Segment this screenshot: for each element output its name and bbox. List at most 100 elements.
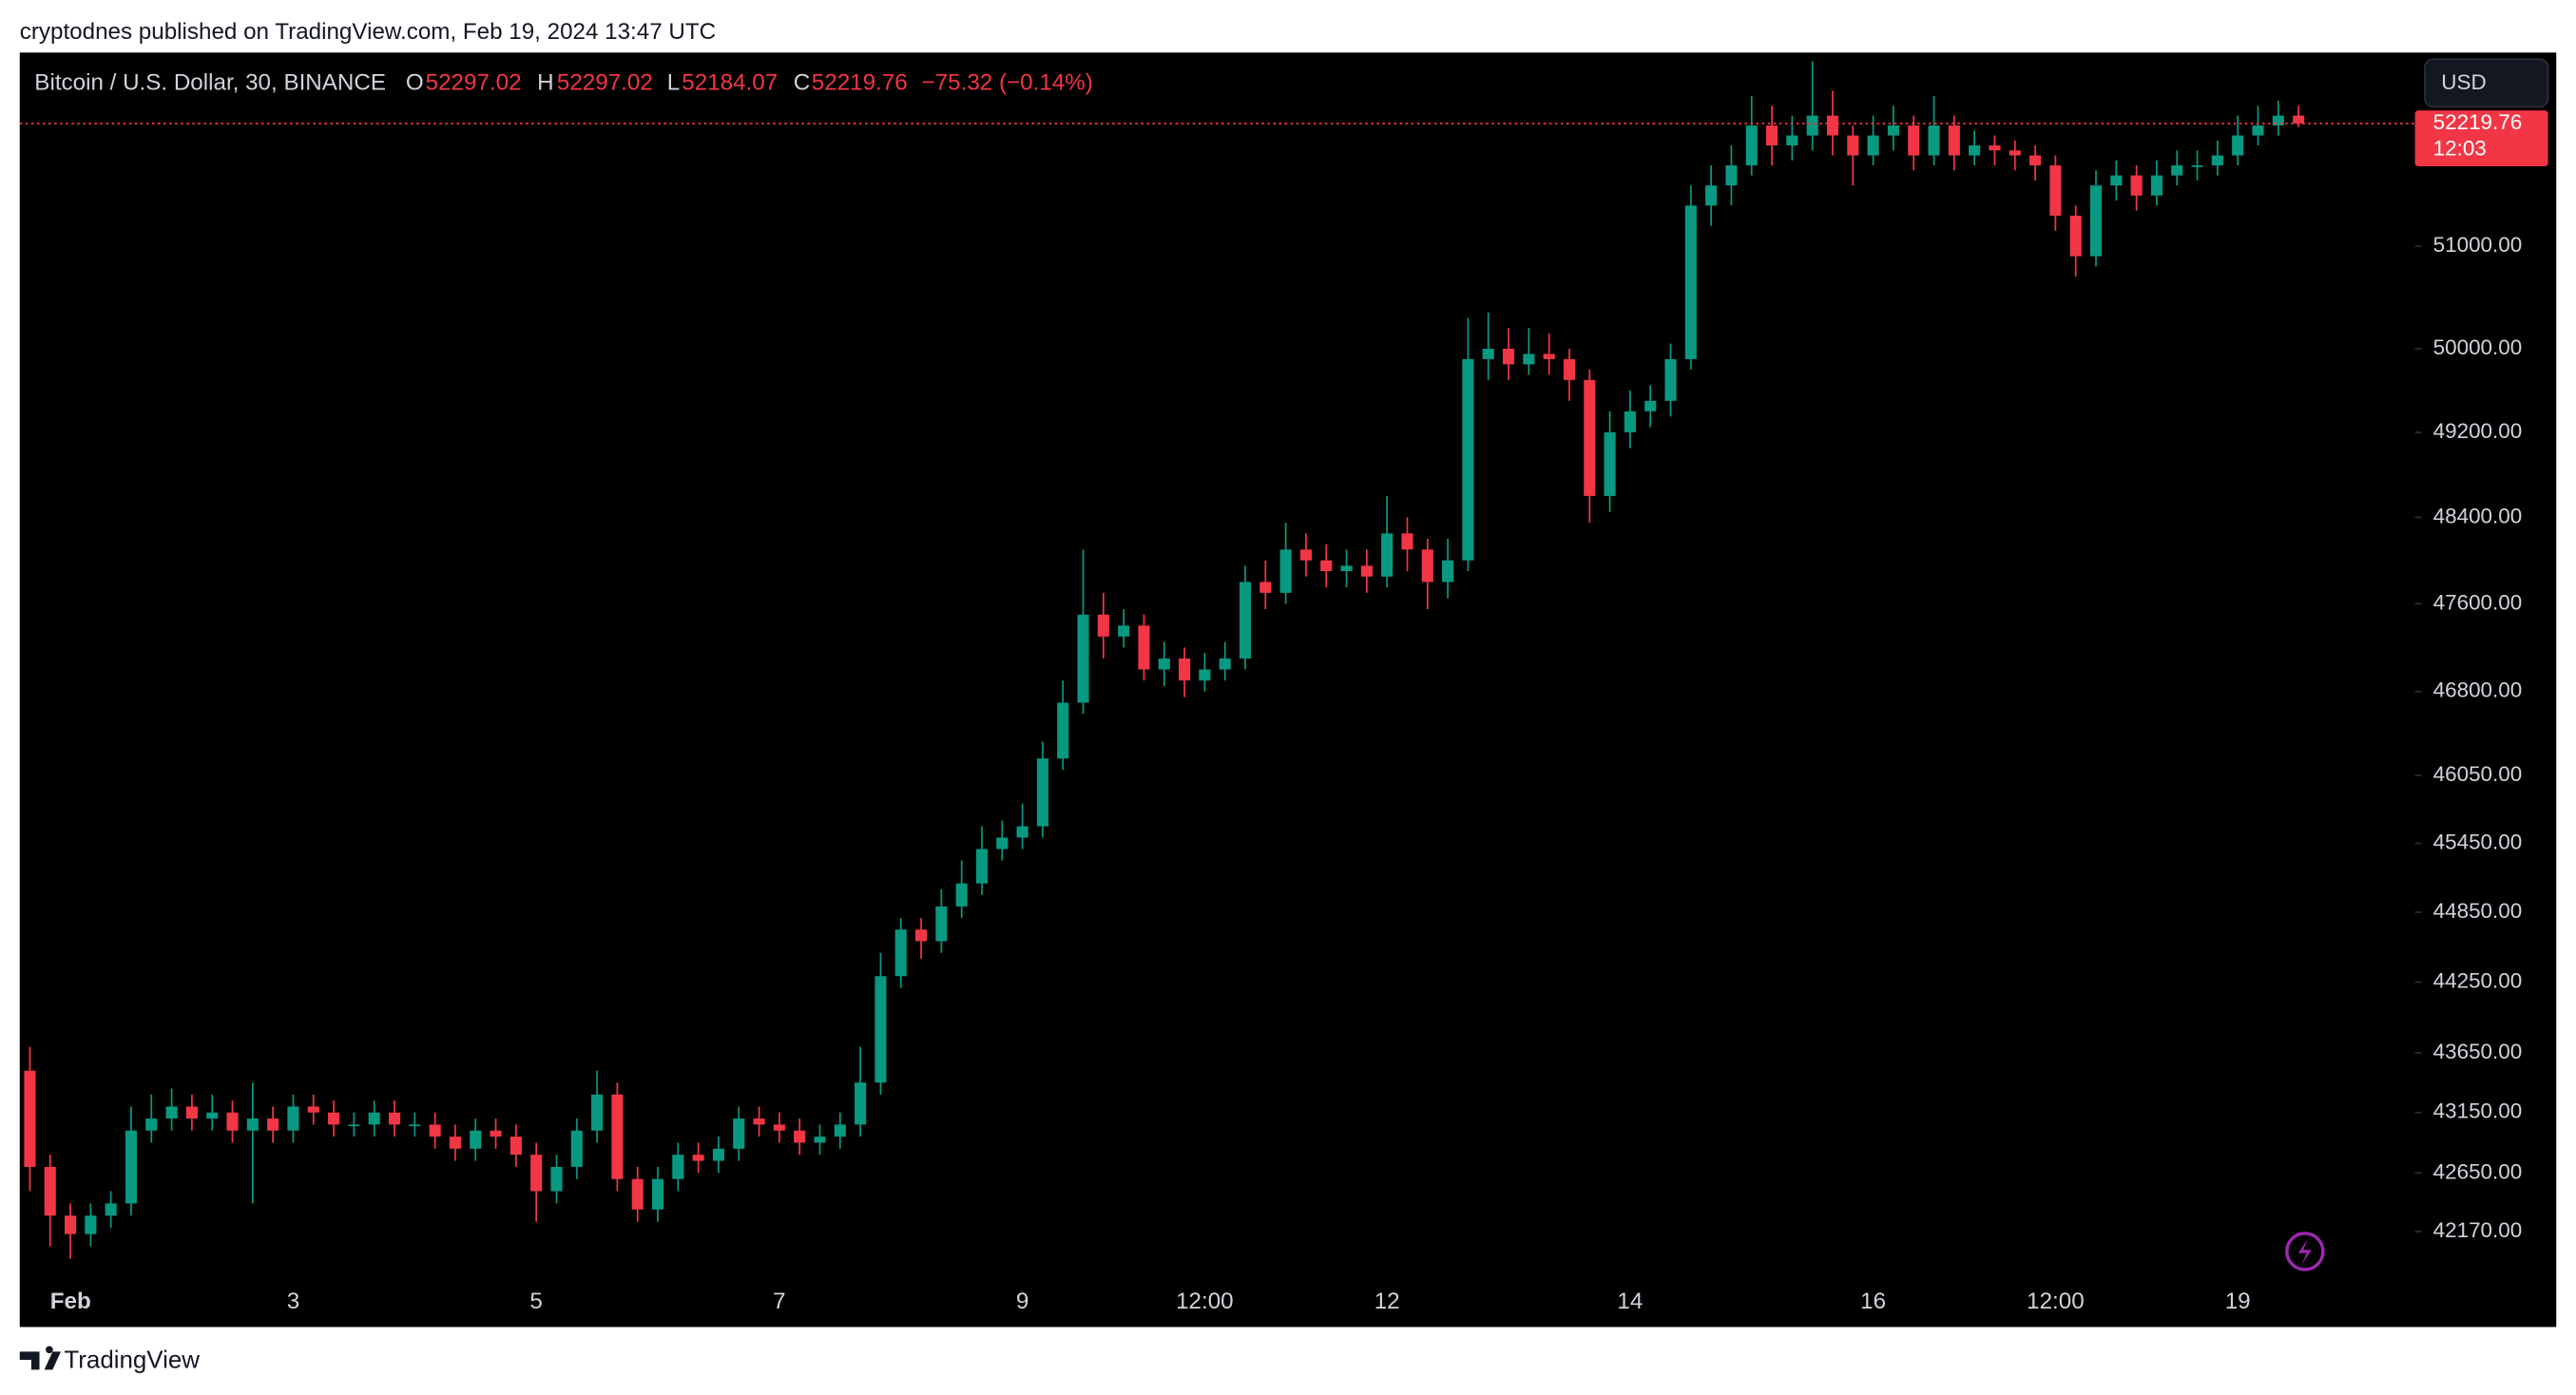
candle-body: [712, 1148, 725, 1161]
low-label: L: [667, 70, 680, 96]
candle-body: [1502, 348, 1515, 365]
candle-body: [975, 849, 989, 884]
candle-body: [388, 1112, 401, 1125]
candle-body: [996, 837, 1009, 850]
candle-body: [530, 1155, 543, 1192]
candle-body: [1401, 533, 1413, 550]
plot-area: [24, 61, 2305, 1259]
candle-body: [570, 1130, 583, 1167]
change-value: −75.32 (−0.14%): [922, 70, 1093, 96]
candle-body: [24, 1070, 36, 1167]
candle-body: [1705, 185, 1718, 206]
currency-label[interactable]: USD: [2441, 70, 2486, 94]
candle-body: [2232, 135, 2244, 156]
candle-body: [1118, 625, 1130, 637]
candle-body: [733, 1118, 745, 1149]
high-label: H: [537, 70, 553, 96]
candle-body: [2009, 150, 2021, 156]
candle-body: [1867, 135, 1879, 156]
candle-body: [1381, 533, 1394, 577]
candle-body: [1584, 379, 1596, 496]
candle-body: [935, 906, 948, 942]
candle-body: [1179, 658, 1191, 681]
candle-body: [1239, 582, 1252, 659]
candle-body: [672, 1155, 684, 1179]
candle-body: [834, 1124, 846, 1137]
candle-body: [2272, 115, 2284, 126]
candle-body: [2089, 185, 2103, 257]
x-tick-label: 9: [1016, 1289, 1028, 1314]
candle-body: [307, 1106, 319, 1113]
y-tick-label: 42650.00: [2433, 1159, 2523, 1183]
symbol-title: Bitcoin / U.S. Dollar, 30, BINANCE: [34, 70, 386, 96]
candle-body: [2130, 175, 2143, 196]
candle-body: [2252, 125, 2264, 136]
candle-body: [753, 1118, 765, 1125]
footer-brand: TradingView: [64, 1347, 200, 1374]
candle-body: [1462, 358, 1474, 561]
candle-body: [915, 929, 928, 942]
candle-body: [591, 1094, 604, 1131]
candle-body: [429, 1124, 441, 1137]
candle-body: [348, 1124, 360, 1127]
candle-body: [1340, 565, 1353, 572]
candle-body: [2110, 175, 2123, 186]
alert-icon[interactable]: [2285, 1232, 2325, 1271]
candle-body: [1199, 669, 1211, 681]
candle-body: [267, 1118, 279, 1131]
candle-body: [2293, 115, 2305, 124]
candle-body: [814, 1137, 826, 1143]
y-tick-label: 45450.00: [2433, 830, 2523, 853]
candle-body: [773, 1124, 785, 1131]
y-tick-label: 42170.00: [2433, 1218, 2523, 1242]
candle-body: [85, 1215, 97, 1234]
last-price-box: [2414, 110, 2548, 166]
candle-body: [875, 976, 887, 1083]
candle-body: [1644, 400, 1657, 411]
close-label: C: [794, 70, 810, 96]
candle-body: [2171, 165, 2183, 176]
y-tick-label: 46800.00: [2433, 678, 2523, 702]
candle-body: [1482, 348, 1494, 359]
candle-body: [2191, 165, 2203, 167]
candle-body: [470, 1130, 482, 1149]
y-tick-label: 51000.00: [2433, 233, 2523, 257]
candle-body: [1543, 354, 1555, 359]
candle-body: [1523, 354, 1535, 365]
candle-body: [509, 1137, 522, 1156]
candle-body: [490, 1130, 502, 1137]
candle-body: [1421, 549, 1433, 583]
candle-body: [368, 1112, 380, 1125]
logo-mark: [19, 1346, 61, 1370]
candle-body: [1057, 702, 1069, 759]
y-tick-label: 47600.00: [2433, 590, 2523, 614]
candle-body: [1138, 625, 1150, 670]
x-tick-label: 12:00: [2027, 1289, 2085, 1314]
candle-body: [1219, 658, 1231, 670]
candle-body: [855, 1082, 867, 1125]
alert-bolt: [2297, 1238, 2312, 1265]
y-tick-label: 46050.00: [2433, 762, 2523, 786]
candle-body: [550, 1166, 563, 1192]
currency-button[interactable]: [2424, 58, 2549, 108]
countdown-label: 12:03: [2433, 137, 2487, 161]
candle-body: [1928, 125, 1940, 156]
x-tick-label: 12: [1375, 1289, 1400, 1314]
open-label: O: [406, 70, 424, 96]
y-tick-label: 44850.00: [2433, 899, 2523, 923]
x-tick-label: 14: [1617, 1289, 1643, 1314]
candle-body: [1725, 165, 1738, 186]
tv-logo: TradingView: [19, 1346, 200, 1374]
candle-body: [206, 1112, 219, 1119]
candle-body: [409, 1124, 421, 1127]
publish-note: cryptodnes published on TradingView.com,…: [20, 19, 716, 45]
candle-body: [1320, 560, 1333, 572]
candle-body: [2211, 155, 2223, 166]
y-tick-label: 44250.00: [2433, 968, 2523, 992]
x-tick-label: Feb: [50, 1289, 91, 1314]
candle-body: [145, 1118, 158, 1131]
candle-body: [2049, 165, 2062, 216]
candle-body: [125, 1130, 138, 1204]
